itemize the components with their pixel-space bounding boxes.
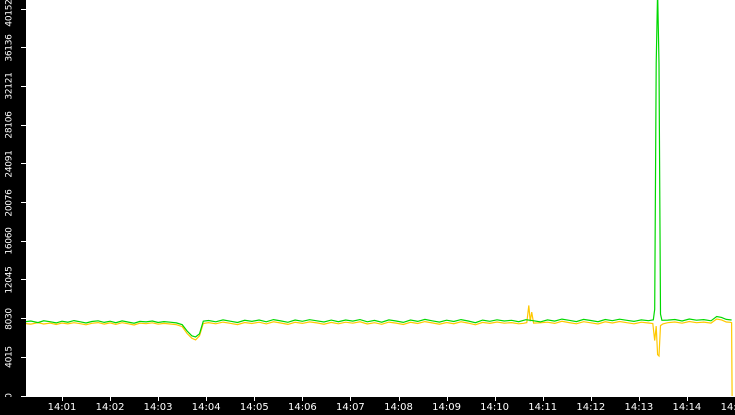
y-axis-tick <box>21 8 26 10</box>
x-axis-label: 14:11 <box>528 402 558 413</box>
y-axis-tick <box>21 279 26 281</box>
x-axis-label: 14:13 <box>624 402 654 413</box>
x-axis-tick <box>110 397 112 401</box>
x-axis-label: 14:05 <box>239 402 269 413</box>
series-green-line <box>26 0 732 338</box>
y-axis-label: 16060 <box>4 227 15 255</box>
x-axis-label: 14:10 <box>480 402 509 413</box>
traffic-line-chart <box>26 0 733 397</box>
x-axis-label: 14:14 <box>672 402 702 413</box>
x-axis-label: 14:01 <box>47 402 77 413</box>
y-axis-label: 24091 <box>4 150 15 178</box>
x-axis-label: 14:07 <box>335 402 365 413</box>
x-axis-tick <box>542 397 544 401</box>
y-axis-tick <box>21 395 26 397</box>
y-axis-label: 36136 <box>4 34 15 62</box>
y-axis-label: 28106 <box>4 111 15 139</box>
y-axis: 0 4015 8030 12045 16060 20076 24091 28106 32121 3… <box>0 0 26 415</box>
x-axis: 14:01 14:02 14:03 14:04 14:05 14:06 14:07 14:08… <box>0 397 735 415</box>
x-axis-tick <box>494 397 496 401</box>
y-axis-tick <box>21 47 26 49</box>
y-axis-label: 32121 <box>4 72 15 100</box>
series-orange-line <box>26 305 733 397</box>
x-axis-tick <box>302 397 304 401</box>
y-axis-tick <box>21 85 26 87</box>
x-axis-label: 14:15 <box>720 402 735 413</box>
y-axis-label: 12045 <box>4 266 15 294</box>
y-axis-tick <box>21 202 26 203</box>
y-axis-label: 4015 <box>4 346 15 369</box>
y-axis-tick <box>21 124 26 126</box>
x-axis-tick <box>158 397 160 401</box>
x-axis-label: 14:02 <box>95 402 125 413</box>
x-axis-tick <box>398 397 400 401</box>
x-axis-tick <box>686 397 688 401</box>
y-axis-tick <box>21 318 26 320</box>
x-axis-tick <box>254 397 256 401</box>
plot-area <box>26 0 735 397</box>
x-axis-tick <box>446 397 448 401</box>
x-axis-label: 14:03 <box>143 402 173 413</box>
x-axis-tick <box>62 397 63 401</box>
x-axis-label: 14:04 <box>191 402 221 413</box>
x-axis-tick <box>350 397 352 401</box>
y-axis-tick <box>21 356 26 358</box>
x-axis-label: 14:12 <box>576 402 606 413</box>
x-axis-label: 14:09 <box>432 402 461 413</box>
y-axis-tick <box>21 163 26 165</box>
x-axis-label: 14:08 <box>384 402 413 413</box>
x-axis-label: 14:06 <box>287 402 317 413</box>
x-axis-tick <box>206 397 208 401</box>
x-axis-tick <box>590 397 592 401</box>
y-axis-tick <box>21 240 26 242</box>
y-axis-label: 20076 <box>4 188 15 217</box>
y-axis-label: 40152 <box>4 0 15 27</box>
x-axis-tick <box>638 397 640 401</box>
y-axis-label: 8030 <box>4 307 15 330</box>
